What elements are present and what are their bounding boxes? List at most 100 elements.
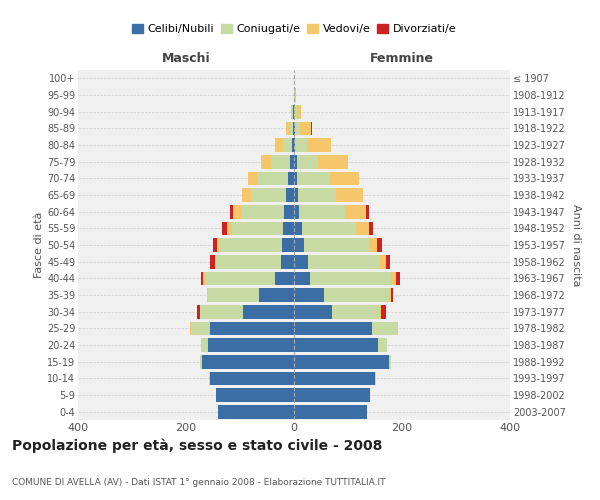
Bar [380, 305, 382, 318]
Bar [294, 105, 296, 118]
Bar [389, 288, 391, 302]
Bar [304, 238, 368, 252]
Bar [222, 222, 227, 235]
Bar [211, 255, 215, 268]
Bar [294, 288, 324, 302]
Bar [275, 272, 294, 285]
Bar [295, 138, 307, 152]
Bar [336, 188, 363, 202]
Bar [294, 305, 332, 318]
Bar [295, 122, 300, 135]
Bar [211, 322, 294, 335]
Bar [375, 372, 376, 385]
Bar [311, 122, 312, 135]
Bar [308, 255, 380, 268]
Bar [197, 305, 199, 318]
Bar [241, 205, 284, 218]
Bar [294, 272, 310, 285]
Bar [220, 238, 282, 252]
Bar [297, 172, 329, 185]
Bar [208, 338, 294, 352]
Bar [356, 222, 369, 235]
Bar [211, 372, 294, 385]
Bar [218, 405, 294, 418]
Bar [259, 288, 294, 302]
Bar [302, 222, 356, 235]
Bar [377, 238, 382, 252]
Bar [281, 255, 294, 268]
Bar [251, 188, 286, 202]
Bar [294, 188, 298, 202]
Bar [191, 322, 211, 335]
Bar [242, 188, 251, 202]
Bar [201, 272, 203, 285]
Bar [299, 205, 346, 218]
Bar [209, 372, 211, 385]
Bar [233, 205, 241, 218]
Bar [332, 305, 380, 318]
Bar [382, 305, 386, 318]
Bar [287, 172, 294, 185]
Bar [391, 272, 395, 285]
Bar [380, 255, 386, 268]
Bar [208, 288, 259, 302]
Bar [258, 172, 287, 185]
Bar [294, 155, 296, 168]
Bar [205, 272, 275, 285]
Bar [372, 322, 397, 335]
Bar [286, 188, 294, 202]
Bar [203, 272, 205, 285]
Bar [215, 255, 216, 268]
Bar [346, 205, 366, 218]
Bar [397, 322, 398, 335]
Bar [366, 205, 368, 218]
Bar [260, 155, 271, 168]
Bar [291, 105, 292, 118]
Text: Femmine: Femmine [370, 52, 434, 65]
Bar [294, 88, 295, 102]
Bar [300, 122, 311, 135]
Bar [294, 238, 304, 252]
Bar [298, 188, 336, 202]
Bar [275, 138, 283, 152]
Bar [190, 322, 191, 335]
Bar [284, 205, 294, 218]
Y-axis label: Anni di nascita: Anni di nascita [571, 204, 581, 286]
Bar [307, 138, 331, 152]
Bar [217, 238, 220, 252]
Text: Popolazione per età, sesso e stato civile - 2008: Popolazione per età, sesso e stato civil… [12, 438, 382, 453]
Bar [292, 138, 294, 152]
Bar [378, 338, 388, 352]
Bar [294, 222, 302, 235]
Bar [296, 155, 319, 168]
Bar [290, 155, 294, 168]
Bar [395, 272, 400, 285]
Bar [227, 222, 232, 235]
Text: Maschi: Maschi [161, 52, 211, 65]
Bar [201, 338, 208, 352]
Bar [232, 222, 283, 235]
Bar [368, 238, 377, 252]
Bar [324, 288, 389, 302]
Bar [248, 172, 258, 185]
Bar [202, 355, 294, 368]
Bar [329, 172, 359, 185]
Bar [283, 138, 292, 152]
Bar [242, 305, 294, 318]
Bar [294, 255, 308, 268]
Bar [289, 122, 293, 135]
Bar [296, 105, 301, 118]
Bar [294, 338, 378, 352]
Bar [295, 88, 296, 102]
Bar [294, 405, 367, 418]
Bar [271, 155, 290, 168]
Bar [391, 288, 394, 302]
Bar [310, 272, 391, 285]
Bar [216, 388, 294, 402]
Y-axis label: Fasce di età: Fasce di età [34, 212, 44, 278]
Bar [216, 255, 281, 268]
Bar [294, 355, 389, 368]
Bar [292, 105, 293, 118]
Bar [294, 138, 295, 152]
Bar [213, 238, 217, 252]
